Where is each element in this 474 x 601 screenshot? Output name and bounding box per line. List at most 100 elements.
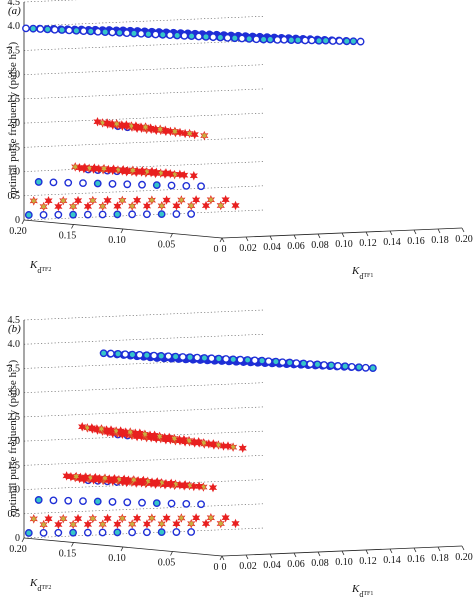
- data-point: [182, 499, 191, 508]
- data-point: [106, 425, 116, 435]
- z-tick-label: 4.5: [8, 315, 21, 326]
- y-tick-mark: [71, 224, 74, 229]
- data-point: [54, 519, 63, 530]
- data-point: [54, 201, 63, 212]
- data-point: [259, 35, 268, 44]
- data-point: [229, 355, 238, 364]
- data-point: [80, 162, 89, 173]
- data-point: [29, 514, 38, 524]
- data-point: [292, 359, 301, 368]
- data-point: [120, 474, 129, 485]
- data-point: [73, 513, 83, 524]
- y-tick-mark: [170, 233, 173, 238]
- data-point: [72, 26, 81, 35]
- data-point: [113, 201, 122, 211]
- data-point: [170, 126, 180, 137]
- z-tick-label: 4.5: [8, 0, 21, 8]
- data-point: [187, 32, 196, 41]
- data-point: [132, 195, 142, 205]
- y-tick-label: 0.20: [9, 544, 27, 555]
- z-tick-label: 1.5: [8, 460, 21, 471]
- data-point: [162, 513, 171, 523]
- data-point: [141, 122, 150, 132]
- data-point: [162, 195, 171, 205]
- data-point: [62, 471, 71, 481]
- data-point: [161, 168, 171, 178]
- y-tick-label: 0.05: [158, 240, 176, 251]
- x-tick-label: 0.08: [311, 558, 329, 569]
- data-point: [280, 35, 288, 44]
- data-point: [24, 529, 33, 537]
- data-point: [182, 181, 191, 190]
- data-point: [152, 181, 161, 190]
- data-point: [147, 195, 156, 205]
- data-point: [137, 29, 146, 38]
- x-tick-mark: [389, 230, 393, 236]
- data-point: [110, 473, 119, 484]
- x-tick-label: 0.14: [383, 555, 401, 566]
- data-point: [231, 200, 240, 211]
- x-tick-label: 0.10: [335, 557, 353, 568]
- data-point: [29, 196, 38, 206]
- data-point: [177, 513, 186, 523]
- data-point: [187, 528, 196, 536]
- data-point: [103, 513, 112, 524]
- data-point: [142, 201, 152, 211]
- x-tick-mark: [389, 548, 393, 554]
- data-point: [128, 201, 137, 211]
- data-point: [252, 35, 261, 44]
- data-point: [222, 355, 230, 363]
- x-tick-label: 0.10: [335, 239, 353, 250]
- x-tick-mark: [365, 231, 369, 237]
- data-point: [150, 351, 158, 360]
- data-point: [135, 428, 144, 438]
- x-tick-mark: [437, 546, 441, 552]
- data-point: [150, 430, 159, 440]
- data-point: [172, 528, 181, 536]
- data-point: [116, 426, 125, 436]
- x-tick-label: 0.12: [359, 238, 377, 249]
- data-point: [39, 210, 48, 219]
- data-point: [230, 34, 239, 43]
- y-tick-label: 0.15: [59, 549, 77, 560]
- data-point: [216, 518, 225, 529]
- z-tick-label: 0: [15, 215, 20, 226]
- data-point: [65, 26, 74, 35]
- data-point: [128, 350, 137, 359]
- data-point: [177, 195, 186, 205]
- data-point: [172, 201, 181, 211]
- x-tick-label: 0: [222, 562, 227, 573]
- data-point: [173, 31, 182, 40]
- data-point: [216, 33, 225, 42]
- data-point: [91, 472, 100, 483]
- x-tick-label: 0: [222, 244, 227, 255]
- z-tick-label: 4.0: [8, 21, 21, 32]
- z-tick-label: 3.5: [8, 363, 21, 374]
- y-tick-mark: [219, 555, 223, 561]
- data-point: [99, 163, 109, 174]
- panel-label: (b): [8, 323, 21, 335]
- x-tick-mark: [293, 234, 297, 240]
- data-point: [98, 528, 107, 537]
- data-point: [200, 354, 209, 362]
- data-point: [152, 499, 161, 507]
- data-point: [128, 528, 137, 537]
- data-point: [258, 356, 266, 365]
- data-point: [194, 481, 204, 491]
- data-point: [264, 357, 273, 366]
- panel-a: 0 0.5 1.0 1.5 2.0 2.5 3.0 3.5 4.0 4.5 0 0.02 0.04 0.0…: [5, 0, 473, 281]
- data-point: [167, 499, 176, 508]
- data-point: [138, 180, 146, 189]
- data-point: [206, 195, 215, 205]
- grid-line: [23, 40, 265, 51]
- panel-label: (a): [8, 5, 21, 17]
- data-point: [167, 478, 176, 489]
- data-point: [147, 513, 156, 523]
- z-tick-label: 2.5: [8, 94, 21, 105]
- data-point: [197, 500, 205, 509]
- grid-line: [23, 0, 80, 3]
- data-point: [231, 518, 240, 529]
- grid-line: [23, 137, 265, 148]
- data-point: [113, 519, 122, 529]
